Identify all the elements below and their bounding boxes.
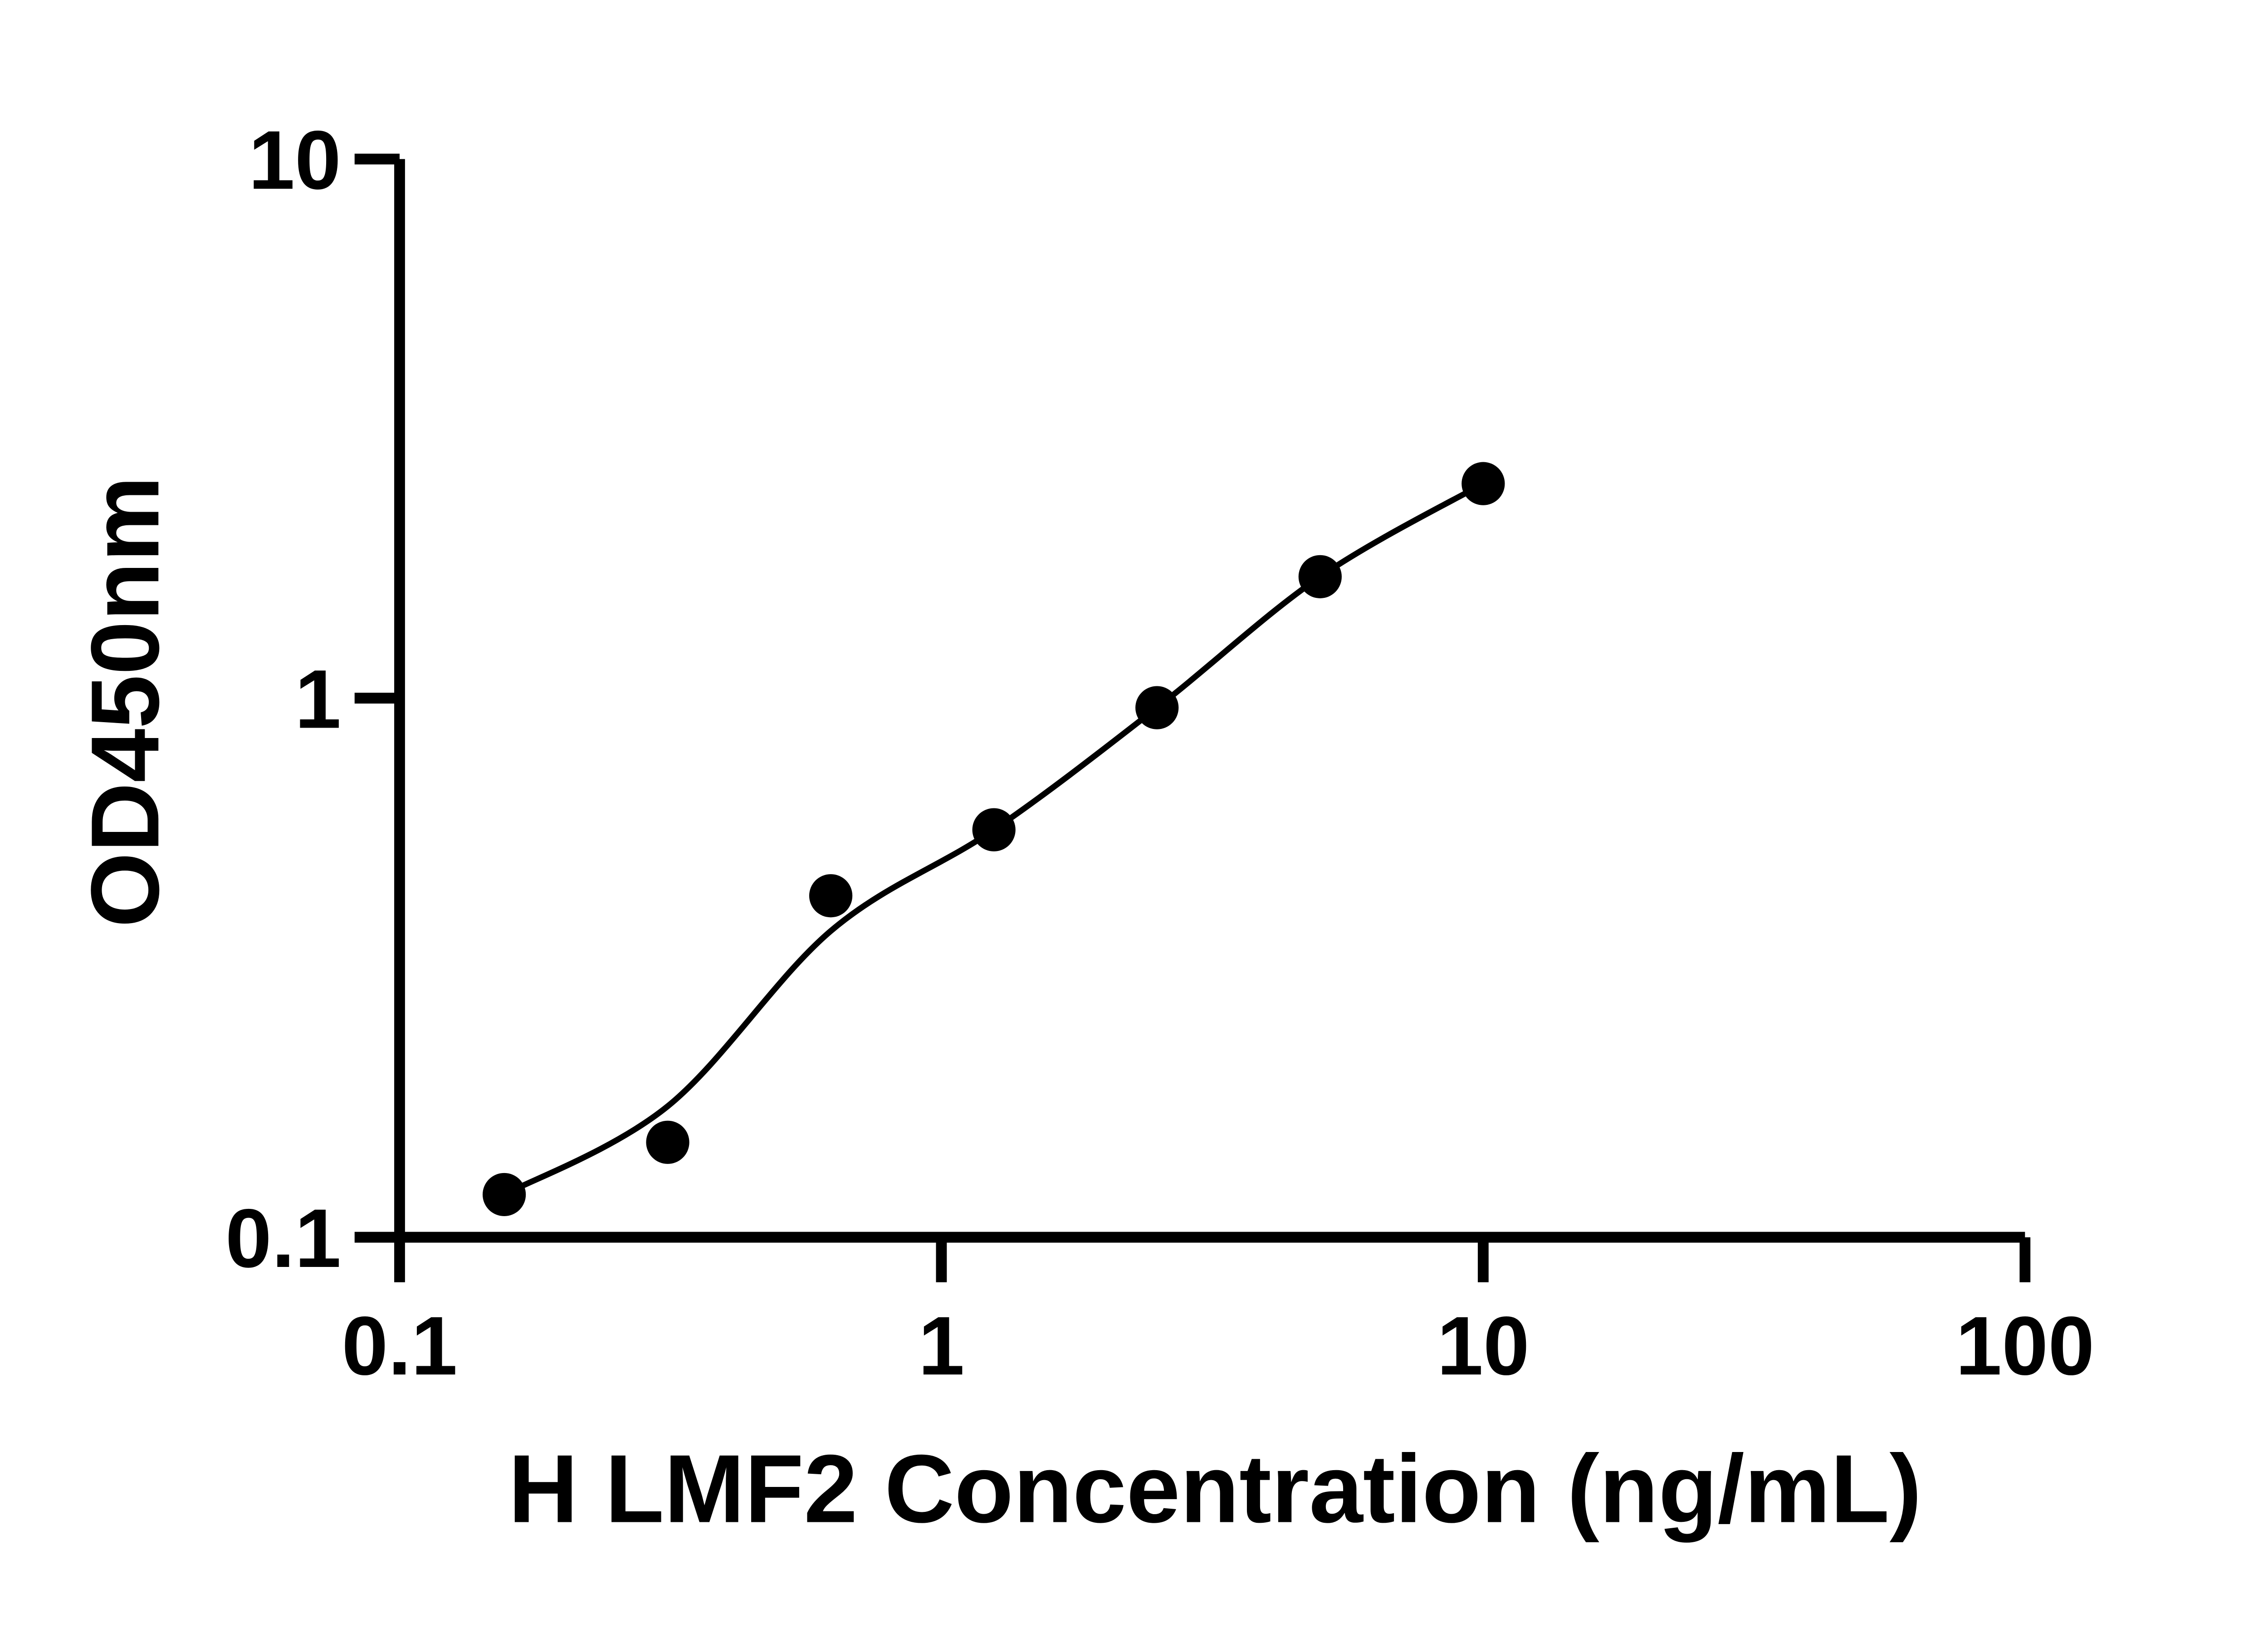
data-point: [972, 808, 1016, 851]
data-points: [482, 462, 1505, 1217]
y-tick-label: 10: [249, 113, 341, 206]
y-tick-label: 0.1: [225, 1192, 341, 1285]
y-axis-title: OD450nm: [71, 476, 179, 928]
axes: [394, 159, 2025, 1243]
data-point: [482, 1173, 526, 1217]
x-tick-label: 0.1: [342, 1299, 457, 1392]
data-point: [1298, 555, 1342, 598]
axis-tick-labels: 10 1 0.10.1 1 10 100: [225, 113, 2095, 1392]
axis-ticks: [354, 153, 2031, 1282]
y-tick-label: 1: [295, 653, 341, 746]
axis-lines: [394, 159, 2025, 1243]
data-point: [1461, 462, 1505, 505]
x-tick-label: 100: [1955, 1299, 2094, 1392]
data-point: [646, 1120, 689, 1164]
x-axis-title: H LMF2 Concentration (ng/mL): [508, 1435, 1922, 1543]
data-point: [1135, 686, 1179, 729]
data-point: [809, 874, 853, 918]
x-tick-label: 10: [1437, 1299, 1530, 1392]
x-tick-label: 1: [918, 1299, 964, 1392]
